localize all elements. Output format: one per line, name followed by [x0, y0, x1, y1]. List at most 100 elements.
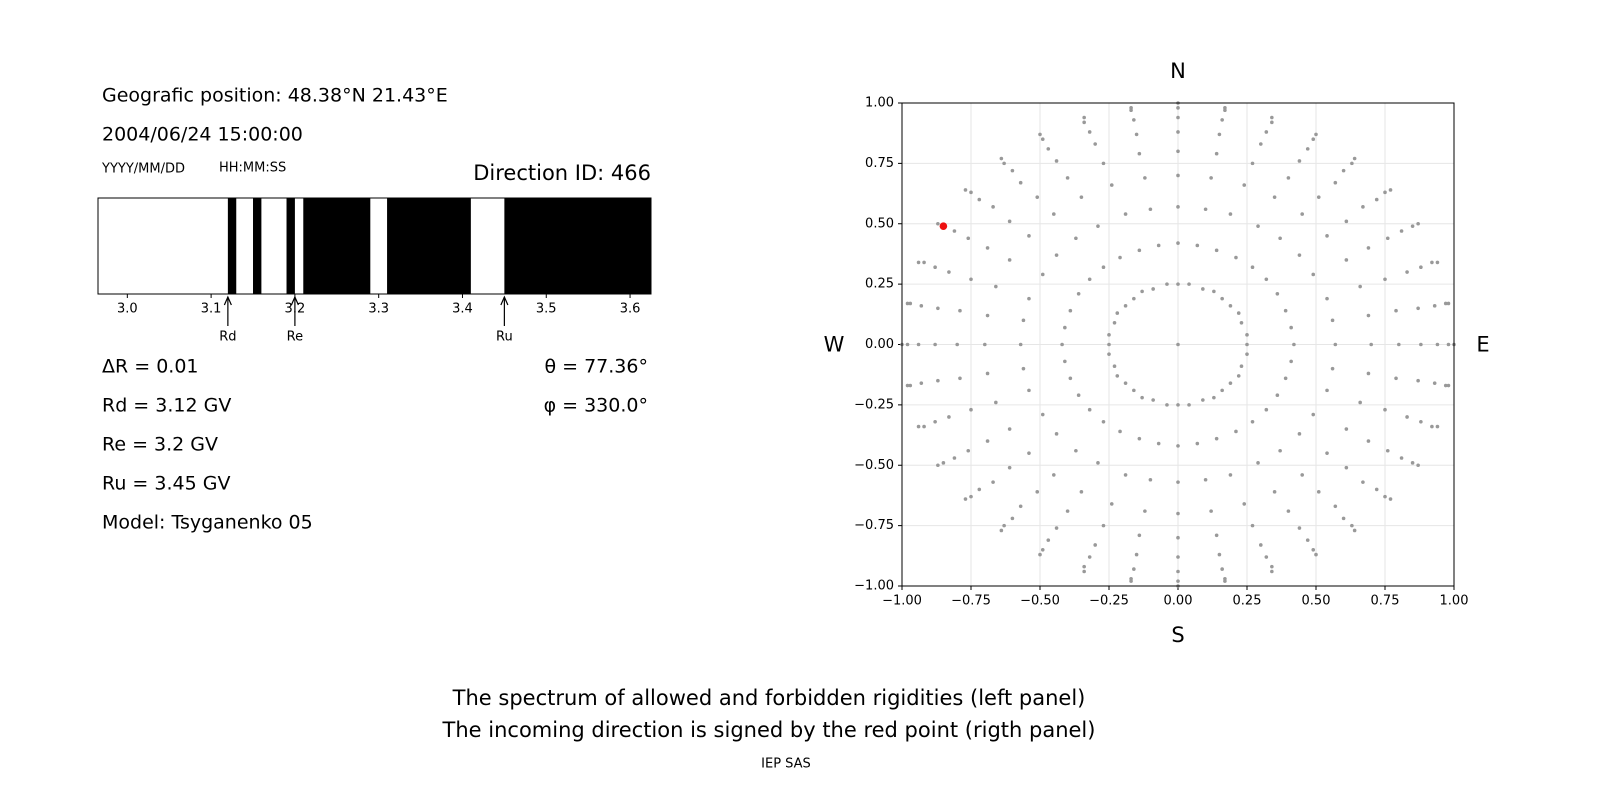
point — [1021, 366, 1026, 371]
point — [1134, 552, 1139, 557]
point — [1432, 304, 1437, 308]
point — [936, 221, 940, 226]
point — [952, 456, 957, 460]
band — [253, 198, 262, 294]
ru: Ru = 3.45 GV — [102, 473, 230, 495]
point — [1383, 494, 1387, 499]
point — [1214, 436, 1219, 441]
point — [1333, 342, 1338, 347]
point — [1270, 564, 1274, 569]
point — [919, 304, 924, 308]
point — [1027, 234, 1031, 238]
point — [1358, 400, 1362, 405]
y-tick-label: 0.75 — [865, 156, 894, 171]
date-format: YYYY/MM/DD — [101, 162, 185, 177]
point — [985, 246, 990, 250]
point — [1311, 547, 1316, 552]
point — [1385, 448, 1390, 453]
point — [1416, 221, 1420, 226]
point — [1137, 533, 1142, 538]
point — [1283, 308, 1288, 313]
point — [991, 480, 995, 484]
point — [1021, 318, 1026, 323]
point — [1344, 465, 1349, 470]
point — [1259, 142, 1263, 146]
band — [504, 198, 651, 294]
point — [1027, 451, 1031, 455]
point — [1076, 393, 1081, 398]
point — [1137, 151, 1142, 156]
point — [905, 383, 910, 388]
point — [955, 342, 959, 347]
point — [1079, 490, 1084, 494]
point — [1325, 388, 1329, 393]
point — [916, 424, 921, 429]
point — [916, 342, 921, 347]
point — [977, 487, 982, 492]
point — [1129, 106, 1133, 110]
point — [1374, 197, 1379, 202]
point — [1132, 567, 1136, 571]
point — [1038, 552, 1042, 557]
point — [1236, 374, 1241, 378]
point — [1435, 424, 1440, 429]
point — [1270, 569, 1274, 574]
point — [1239, 320, 1244, 325]
point — [1209, 509, 1213, 513]
point — [1374, 487, 1379, 492]
point — [1046, 538, 1051, 542]
y-tick-label: 0.50 — [865, 216, 894, 231]
point — [1305, 538, 1310, 542]
point — [1432, 381, 1437, 385]
point — [1443, 383, 1448, 388]
point — [1286, 509, 1291, 513]
point — [1018, 342, 1023, 347]
point — [985, 371, 990, 376]
point — [1239, 364, 1244, 369]
point — [1176, 205, 1180, 209]
point — [1123, 381, 1128, 385]
phi: φ = 330.0° — [544, 395, 648, 417]
point — [936, 306, 940, 311]
point — [1297, 159, 1302, 163]
x-tick-label: −1.00 — [882, 594, 922, 609]
point — [1270, 120, 1274, 125]
point — [1242, 183, 1247, 187]
point — [947, 415, 951, 419]
point — [1297, 432, 1302, 436]
point — [1430, 424, 1434, 429]
point — [1038, 132, 1042, 137]
point — [1220, 388, 1224, 393]
band — [227, 198, 237, 294]
point — [1007, 427, 1012, 431]
point — [1435, 342, 1440, 347]
marker-label: Rd — [219, 330, 236, 345]
point — [1325, 234, 1329, 238]
point — [1176, 555, 1180, 559]
point — [1259, 543, 1263, 547]
point — [1223, 106, 1227, 110]
point — [1250, 523, 1255, 528]
point — [999, 528, 1004, 533]
point — [908, 383, 913, 388]
point — [1140, 289, 1144, 294]
point — [969, 190, 973, 195]
point — [1074, 448, 1078, 453]
x-tick-label: 3.1 — [201, 302, 222, 317]
point — [1076, 291, 1081, 296]
point — [905, 301, 910, 306]
point — [1358, 284, 1362, 289]
point — [1270, 115, 1274, 120]
point — [1068, 376, 1073, 381]
point — [1052, 212, 1056, 216]
point — [1101, 419, 1106, 424]
point — [1137, 436, 1142, 441]
point — [1156, 441, 1161, 446]
point — [1223, 579, 1227, 583]
point — [969, 407, 973, 412]
point — [1010, 516, 1015, 521]
point — [1214, 533, 1219, 538]
plot-frame — [901, 102, 1455, 587]
point — [1394, 308, 1398, 313]
